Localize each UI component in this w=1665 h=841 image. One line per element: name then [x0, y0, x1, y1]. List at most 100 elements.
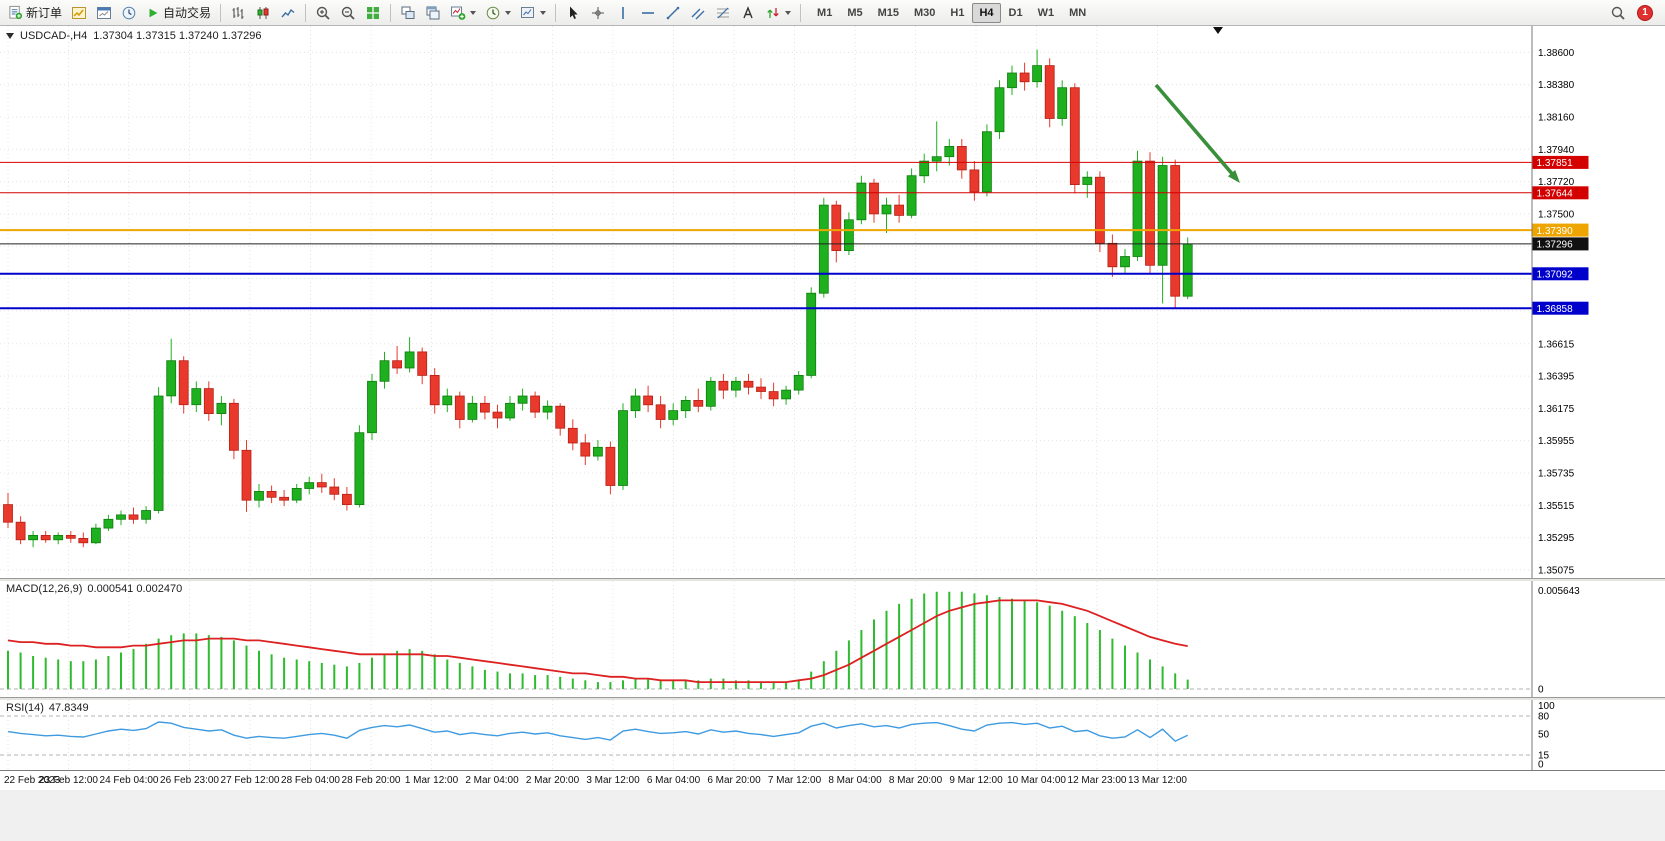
indicators-icon — [451, 6, 466, 20]
profiles-button[interactable] — [92, 2, 116, 24]
fibonacci-button[interactable] — [711, 2, 735, 24]
price-badge-text: 1.37296 — [1537, 240, 1574, 251]
price-label: 1.35735 — [1538, 469, 1575, 480]
time-label: 1 Mar 12:00 — [404, 775, 459, 786]
candle — [266, 490, 277, 498]
price-badge-text: 1.37644 — [1537, 189, 1574, 200]
market-watch-icon — [122, 6, 136, 19]
horizontal-line-button[interactable] — [636, 2, 660, 24]
price-label: 1.37720 — [1538, 177, 1575, 188]
cascade-windows-button[interactable] — [421, 2, 445, 24]
text-button[interactable] — [736, 2, 760, 24]
panel-splitter-2[interactable] — [0, 697, 1665, 700]
candle — [831, 204, 842, 252]
time-label: 13 Mar 12:00 — [1128, 775, 1187, 786]
zoom-out-icon — [341, 6, 355, 20]
price-label: 1.36395 — [1538, 372, 1575, 383]
candle — [228, 402, 239, 451]
candle — [517, 395, 528, 404]
vertical-line-button[interactable] — [611, 2, 635, 24]
time-axis[interactable]: 22 Feb 2023 23 Feb 12:00 24 Feb 04:00 26 Fe… — [0, 770, 1665, 790]
channel-button[interactable] — [686, 2, 710, 24]
timeframe-D1[interactable]: D1 — [1008, 6, 1023, 19]
candle — [429, 374, 440, 406]
arrows-dropdown-button[interactable] — [761, 2, 795, 24]
candle — [291, 487, 302, 501]
timeframe-W1[interactable]: W1 — [1037, 6, 1055, 19]
trend-arrow[interactable] — [1154, 83, 1240, 183]
candle — [3, 504, 13, 523]
timeframe-M15[interactable]: M15 — [877, 6, 899, 19]
tile-windows-button[interactable] — [361, 2, 385, 24]
rsi-level-label: 0 — [1538, 760, 1544, 771]
timeframe-M1[interactable]: M1 — [817, 6, 833, 19]
chart-window: USDCAD-,H4 1.37304 1.37315 1.37240 1.372… — [0, 26, 1665, 790]
symbol-marker-icon — [6, 33, 14, 39]
timeframe-MN[interactable]: MN — [1069, 6, 1087, 19]
bar-chart-button[interactable] — [226, 2, 250, 24]
trendline-button[interactable] — [661, 2, 685, 24]
candle — [982, 131, 992, 193]
zoom-out-button[interactable] — [336, 2, 360, 24]
candle — [91, 527, 101, 544]
candle — [454, 395, 465, 420]
time-label: 28 Feb 20:00 — [341, 775, 401, 786]
periods-dropdown-button[interactable] — [481, 2, 515, 24]
candle — [705, 380, 716, 407]
candle — [994, 87, 1005, 133]
arrange-windows-button[interactable] — [396, 2, 420, 24]
new-chart-button[interactable] — [67, 2, 91, 24]
crosshair-button[interactable] — [586, 2, 610, 24]
price-label: 1.35515 — [1538, 501, 1575, 512]
candle — [53, 534, 64, 541]
candle — [1007, 72, 1017, 89]
candle — [404, 351, 415, 369]
price-label: 1.37500 — [1538, 209, 1575, 220]
channel-icon — [691, 8, 705, 19]
candle — [806, 292, 817, 376]
timeframe-H1[interactable]: H1 — [950, 6, 965, 19]
candle — [1145, 160, 1155, 266]
timeframe-M30[interactable]: M30 — [914, 6, 936, 19]
zoom-in-button[interactable] — [311, 2, 335, 24]
notification-badge[interactable]: 1 — [1637, 4, 1653, 21]
macd-scale[interactable]: 0.005643 0 — [1531, 581, 1665, 697]
time-label: 2 Mar 20:00 — [525, 775, 580, 786]
macd-label: MACD(12,26,9) 0.000541 0.002470 — [6, 583, 183, 595]
market-watch-button[interactable] — [117, 2, 141, 24]
candle — [417, 351, 428, 376]
candle — [781, 389, 791, 400]
candle — [203, 388, 214, 415]
timeframe-toolbar: M1 M5 M15 M30 H1 H4 D1 W1 MN — [810, 2, 1093, 23]
new-order-button[interactable]: 新订单 — [4, 2, 66, 24]
cursor-button[interactable] — [561, 2, 585, 24]
candle — [392, 360, 403, 369]
candle — [869, 182, 879, 215]
candlestick-chart-button[interactable] — [251, 2, 275, 24]
candle — [643, 395, 653, 406]
panel-splitter-1[interactable] — [0, 578, 1665, 581]
time-label: 2 Mar 04:00 — [465, 775, 519, 786]
time-label: 23 Feb 12:00 — [39, 775, 98, 786]
candle — [605, 446, 616, 486]
price-label: 1.35295 — [1538, 533, 1575, 544]
macd-panel-canvas[interactable]: 0.005643 0 — [0, 581, 1665, 697]
candle — [1032, 65, 1042, 83]
timeframe-H4[interactable]: H4 — [972, 2, 1001, 23]
time-label: 6 Mar 20:00 — [707, 775, 761, 786]
text-tool-icon — [743, 5, 753, 18]
line-chart-button[interactable] — [276, 2, 300, 24]
templates-dropdown-button[interactable] — [516, 2, 550, 24]
price-badge-text: 1.37390 — [1537, 226, 1574, 237]
autotrading-button[interactable]: 自动交易 — [142, 2, 215, 24]
indicators-button[interactable] — [446, 2, 480, 24]
timeframe-M5[interactable]: M5 — [847, 6, 863, 19]
search-button[interactable] — [1606, 2, 1630, 24]
price-badge-text: 1.36858 — [1537, 304, 1574, 315]
time-label: 10 Mar 04:00 — [1007, 775, 1066, 786]
main-chart-canvas[interactable]: 1.38600 1.38380 1.38160 1.37940 1.37720 1.375… — [0, 26, 1665, 578]
toolbar-separator — [800, 3, 802, 22]
price-scale[interactable]: 1.38600 1.38380 1.38160 1.37940 1.37720 1.375… — [1531, 26, 1665, 578]
